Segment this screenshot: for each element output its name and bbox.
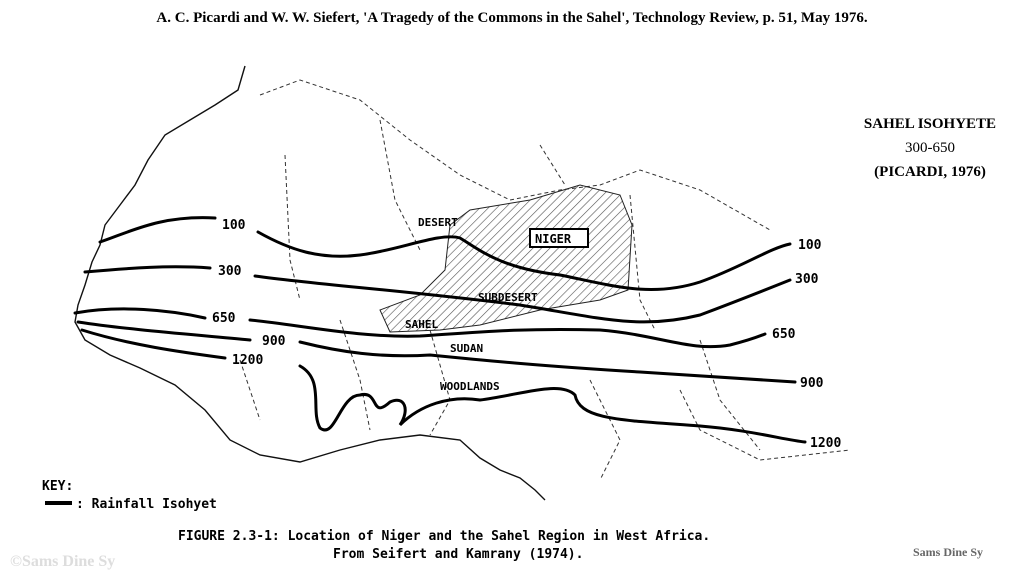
watermark: ©Sams Dine Sy [10, 553, 115, 570]
isohyet-line [80, 328, 807, 444]
region-label: SUDAN [450, 342, 483, 355]
isohyet-line [73, 307, 767, 349]
isohyet-line [98, 216, 792, 291]
isohyet-label: 300 [795, 272, 819, 287]
isohyet-line [76, 320, 797, 384]
region-label: SAHEL [405, 318, 438, 331]
region-label: SUBDESERT [478, 291, 538, 304]
caption: From Seifert and Kamrany (1974). [333, 547, 583, 562]
isohyet-line [83, 265, 792, 324]
side-note: (PICARDI, 1976) [874, 164, 986, 180]
isohyet-label: 900 [800, 376, 824, 391]
isohyet-label: 100 [798, 238, 822, 253]
region-label: DESERT [418, 216, 458, 229]
isohyet-label: 100 [222, 218, 246, 233]
caption: FIGURE 2.3-1: Location of Niger and the … [178, 529, 710, 544]
region-label: WOODLANDS [440, 380, 500, 393]
region-label: NIGER [535, 232, 572, 246]
isohyet-label: 1200 [810, 436, 841, 451]
key-title: KEY: [42, 479, 73, 494]
key-item: : Rainfall Isohyet [76, 497, 217, 512]
isohyet-label: 650 [212, 311, 236, 326]
citation: A. C. Picardi and W. W. Siefert, 'A Trag… [156, 10, 867, 26]
isohyet-label: 650 [772, 327, 796, 342]
isohyet-label: 1200 [232, 353, 263, 368]
side-note: SAHEL ISOHYETE [864, 116, 996, 132]
isohyet-label: 900 [262, 334, 286, 349]
coastline [74, 65, 546, 501]
niger-region [379, 184, 633, 333]
watermark: Sams Dine Sy [913, 545, 983, 559]
isohyet-label: 300 [218, 264, 242, 279]
niger-box [529, 228, 589, 248]
side-note: 300-650 [905, 140, 955, 156]
